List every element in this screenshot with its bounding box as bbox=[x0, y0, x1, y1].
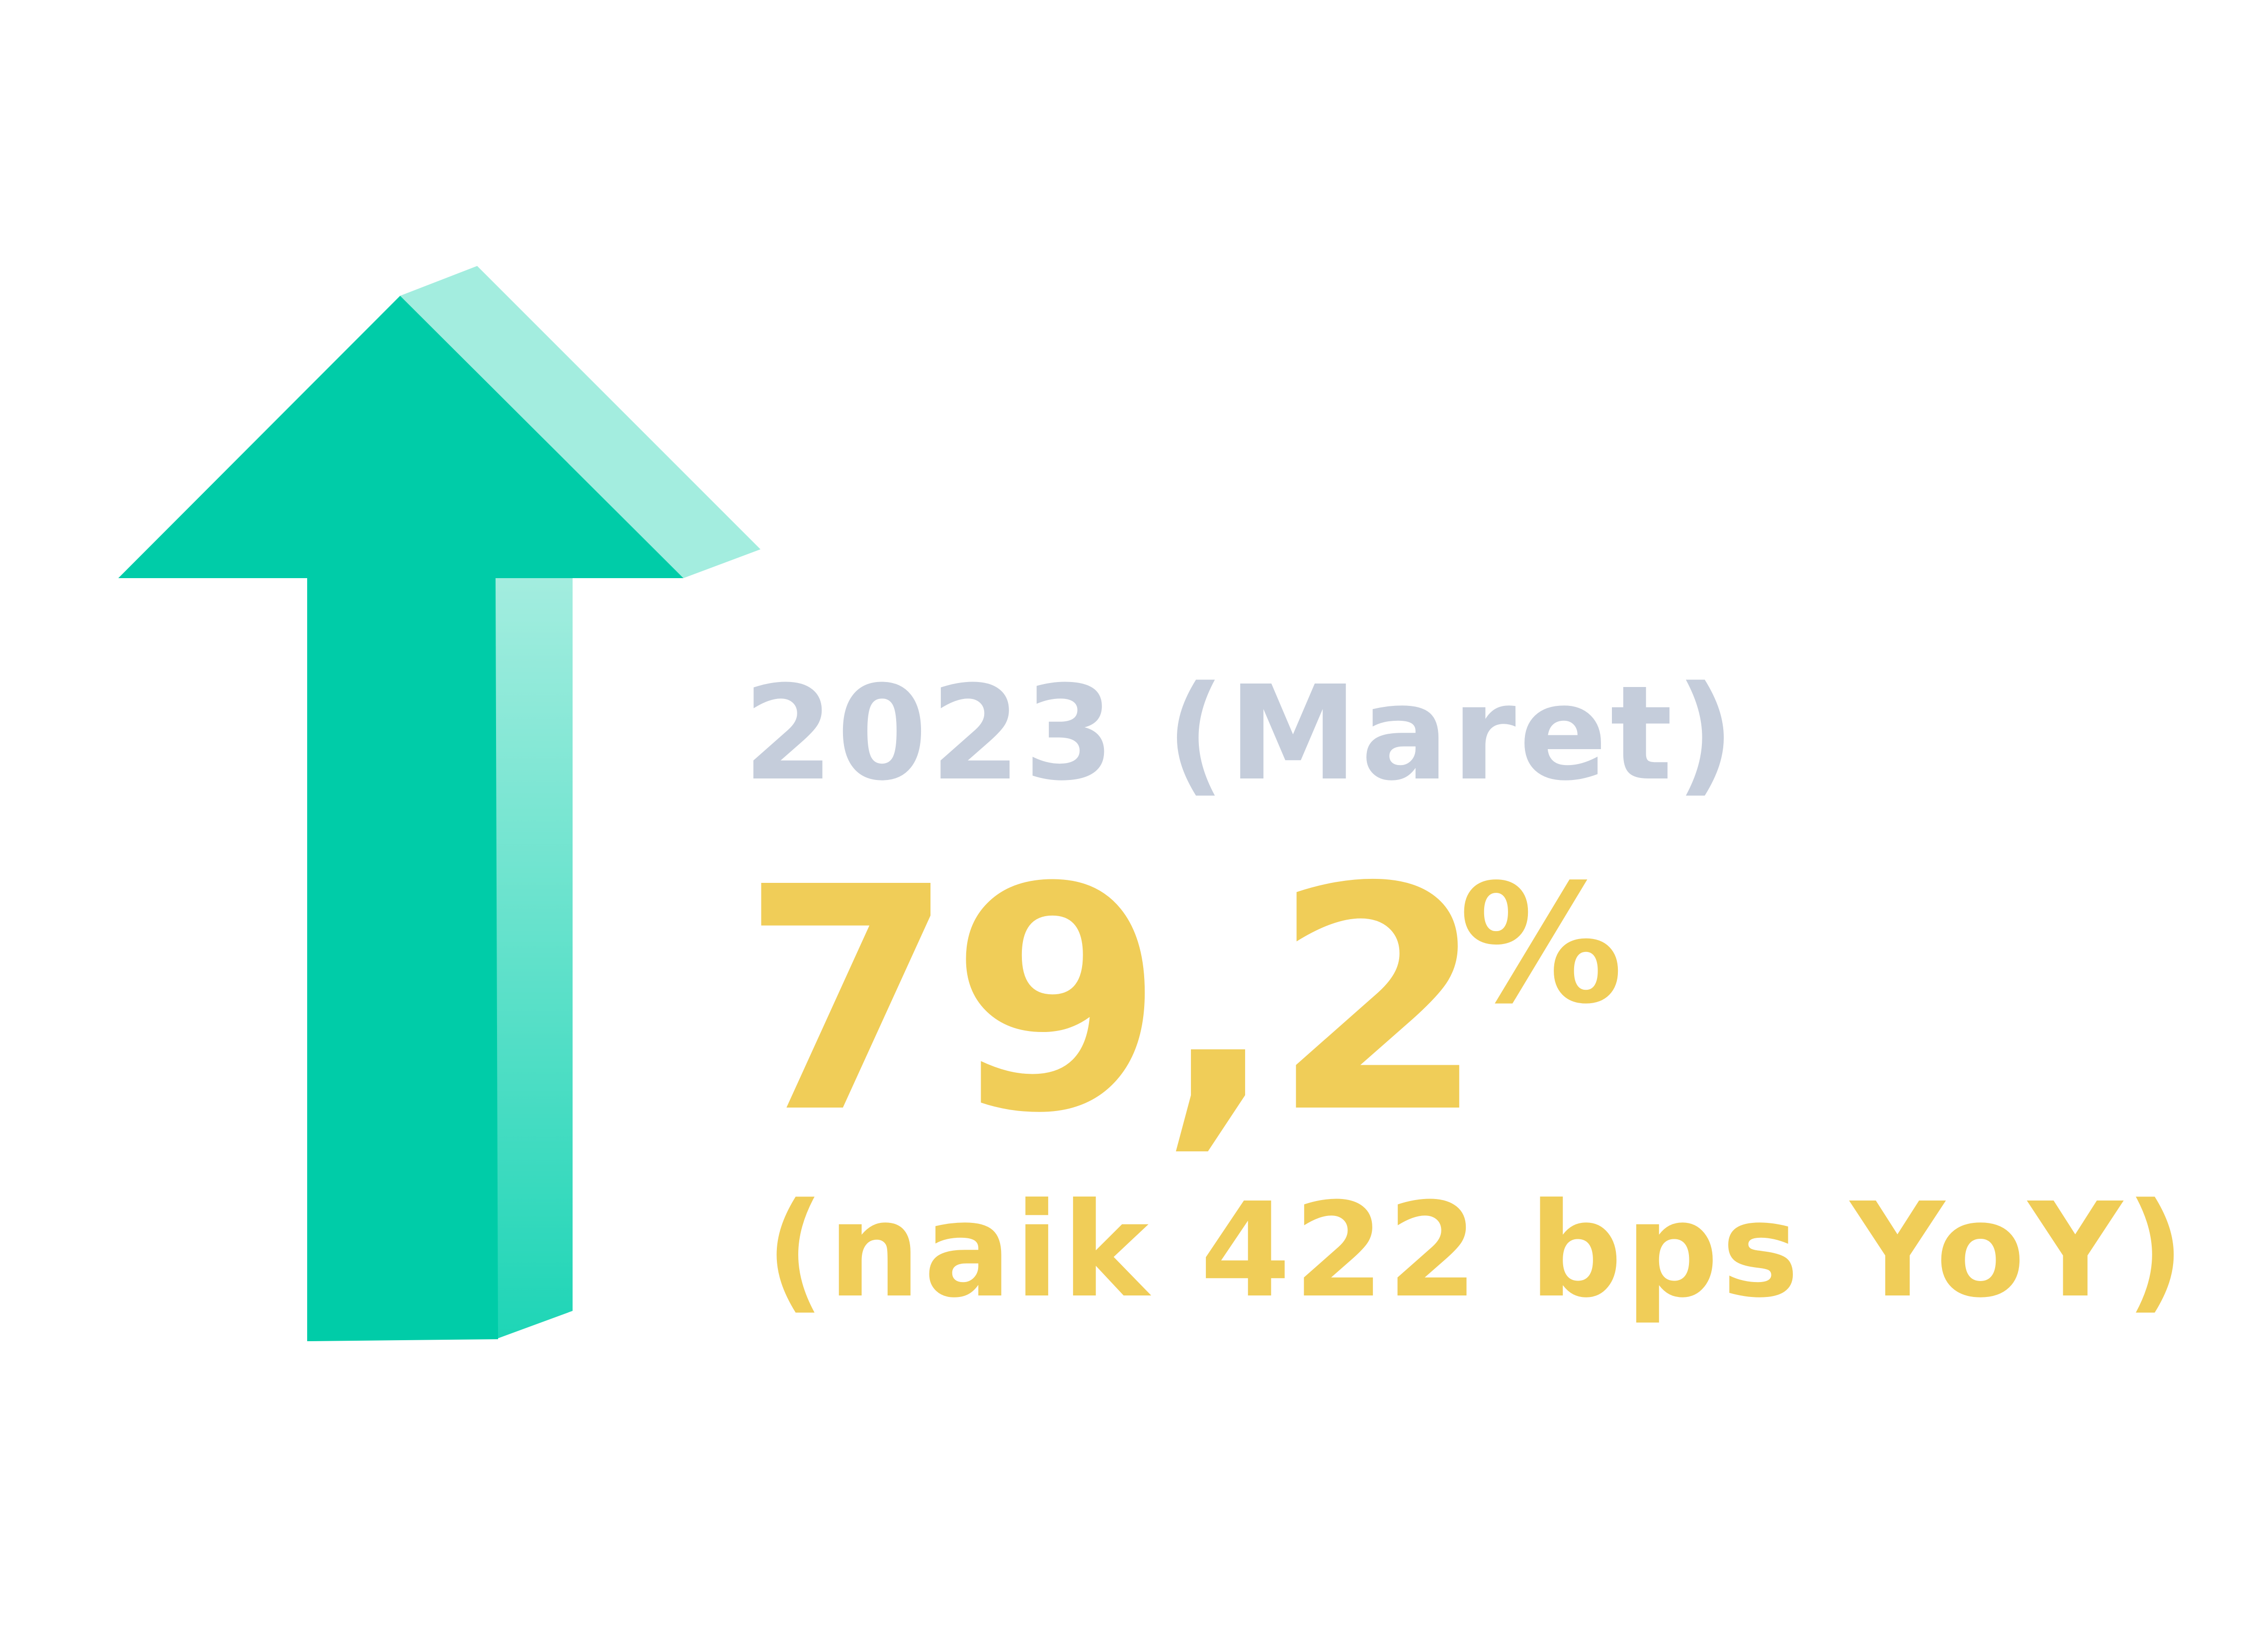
arrow-head-side-face bbox=[400, 266, 760, 578]
value-unit: % bbox=[1459, 849, 1623, 1040]
change-label: (naik 422 bps YoY) bbox=[765, 1175, 2188, 1326]
period-label: 2023 (Maret) bbox=[743, 658, 1738, 809]
value-number: 79,2 bbox=[741, 822, 1486, 1181]
arrow-front-face bbox=[118, 296, 683, 1341]
arrow-shaft-side-face bbox=[496, 578, 573, 1339]
